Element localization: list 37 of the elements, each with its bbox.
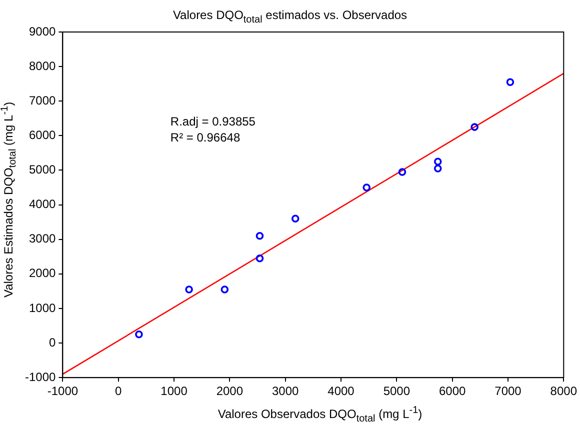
x-tick-label: -1000 [47, 384, 78, 398]
y-tick-label: 2000 [28, 266, 56, 280]
x-tick-label: 3000 [272, 384, 300, 398]
point [398, 168, 406, 176]
point [506, 78, 514, 86]
point [135, 330, 143, 338]
point [434, 164, 442, 172]
x-tick-label: 2000 [216, 384, 244, 398]
y-tick-label: -1000 [24, 370, 56, 384]
x-tick-label: 8000 [550, 384, 578, 398]
y-tick-label: 5000 [28, 162, 56, 177]
point [256, 232, 264, 240]
point [470, 123, 478, 131]
y-tick-label: 8000 [28, 58, 56, 73]
annotation: R.adj = 0.93855 [170, 114, 256, 128]
y-tick-label: 3000 [28, 232, 56, 246]
y-tick-label: 4000 [28, 197, 56, 212]
y-tick-label: 9000 [28, 24, 56, 38]
x-tick-label: 4000 [328, 384, 355, 398]
point [434, 158, 442, 166]
point [291, 214, 300, 223]
point [256, 254, 264, 262]
y-tick-label: 0 [49, 335, 56, 350]
x-tick-label: 7000 [494, 384, 522, 398]
x-tick-label: 1000 [160, 384, 188, 398]
y-tick-label: 1000 [28, 300, 56, 315]
x-axis-title: Valores Observados DQO$_{total}$ (mg L$^{-1}$) [216, 404, 424, 424]
y-tick-label: 6000 [28, 128, 56, 142]
point [362, 184, 371, 192]
annotation: R² = 0.96648 [170, 130, 240, 144]
x-tick-label: 6000 [438, 384, 466, 398]
x-tick-label: 0 [115, 384, 122, 398]
point [220, 286, 229, 294]
y-tick-label: 7000 [28, 93, 56, 108]
x-tick-label: 5000 [383, 384, 410, 398]
chart-title: Valores DQO$_{total}$ estimados vs. Observados [172, 8, 408, 26]
point [185, 286, 193, 294]
